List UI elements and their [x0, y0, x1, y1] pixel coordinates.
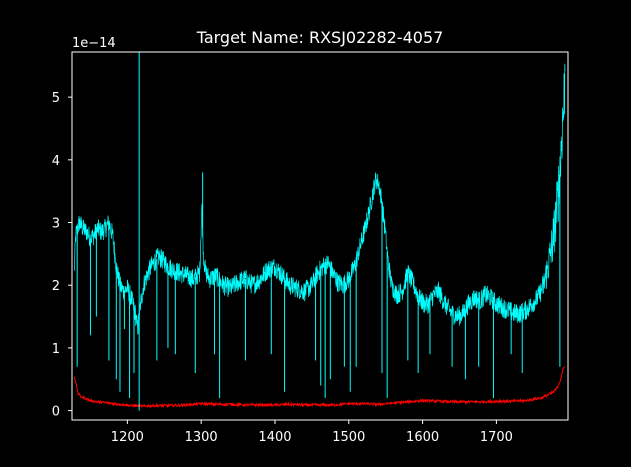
y-offset-label: 1e−14: [72, 36, 116, 51]
y-tick-label: 4: [52, 154, 60, 169]
x-tick-label: 1500: [332, 430, 365, 445]
chart-title: Target Name: RXSJ02282-4057: [196, 28, 444, 47]
y-tick-label: 1: [52, 342, 60, 357]
y-tick-label: 3: [52, 217, 60, 232]
x-tick-label: 1300: [185, 430, 218, 445]
x-tick-label: 1200: [111, 430, 144, 445]
y-tick-label: 2: [52, 279, 60, 294]
x-tick-label: 1400: [258, 430, 291, 445]
y-tick-label: 5: [52, 91, 60, 106]
flux-series-line: [73, 63, 566, 335]
plot-frame: [71, 51, 569, 421]
x-tick-label: 1700: [480, 430, 513, 445]
y-tick-label: 0: [52, 405, 60, 420]
error-series-line: [73, 366, 565, 409]
x-tick-label: 1600: [406, 430, 439, 445]
tick-layer: 1200 1300 1400 1500 1600 1700 0 1 2 3 4 5: [52, 91, 513, 445]
series-layer: [73, 52, 566, 411]
